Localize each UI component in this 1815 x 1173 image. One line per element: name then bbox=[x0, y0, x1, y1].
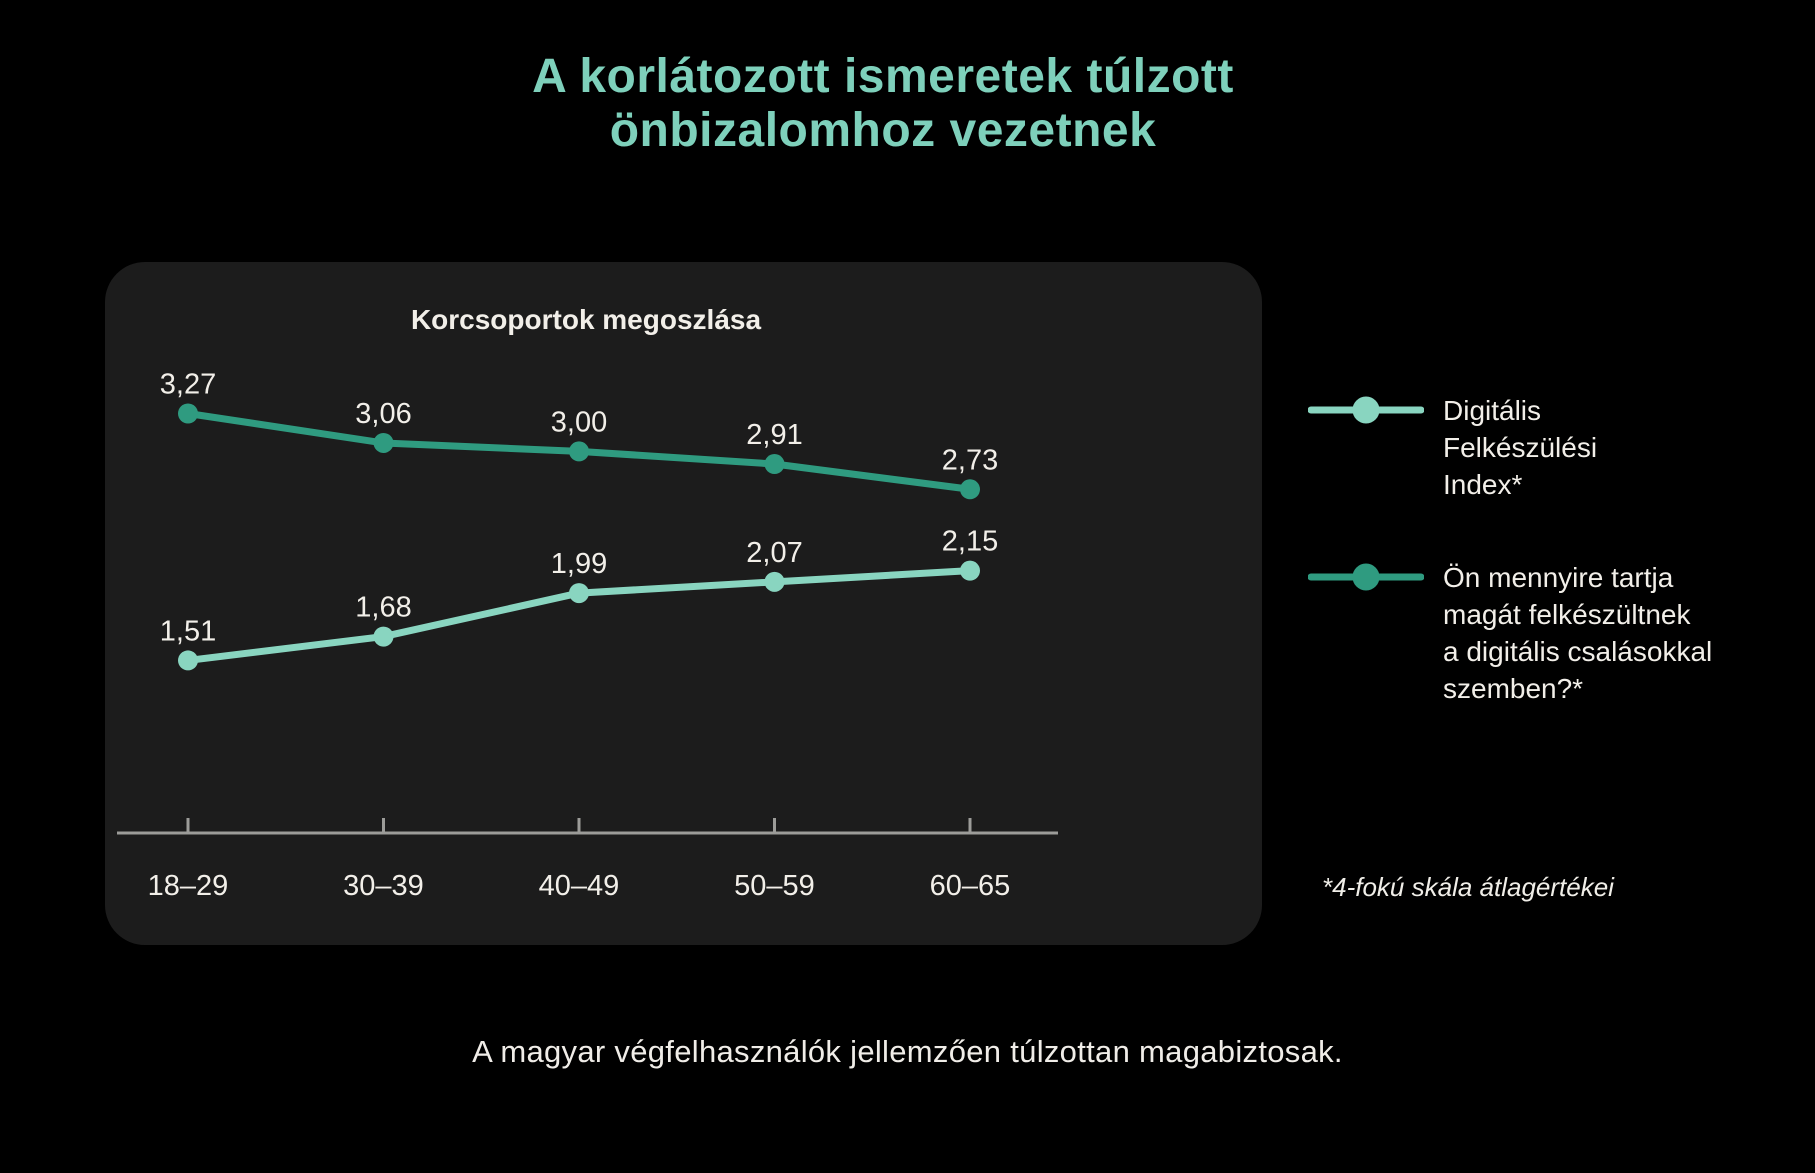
legend-marker-icon bbox=[1308, 396, 1424, 424]
legend-marker-icon bbox=[1308, 563, 1424, 591]
data-point bbox=[178, 403, 198, 424]
data-point-label: 2,91 bbox=[746, 419, 802, 451]
data-point-label: 2,07 bbox=[746, 537, 802, 569]
data-point bbox=[960, 560, 980, 581]
data-point bbox=[764, 454, 785, 475]
chart-legend: Digitális Felkészülési Index* Ön mennyir… bbox=[1308, 392, 1728, 707]
x-axis-label: 50–59 bbox=[734, 870, 815, 902]
x-axis-label: 60–65 bbox=[930, 870, 1011, 902]
data-point-label: 3,06 bbox=[355, 398, 411, 430]
legend-item: Digitális Felkészülési Index* bbox=[1308, 392, 1728, 503]
data-point bbox=[373, 626, 394, 647]
data-point-label: 1,68 bbox=[355, 592, 411, 624]
data-point-label: 1,51 bbox=[160, 615, 216, 647]
data-point bbox=[569, 583, 589, 604]
legend-label: Digitális Felkészülési Index* bbox=[1443, 395, 1598, 500]
legend-item: Ön mennyire tartja magát felkészültnek a… bbox=[1308, 559, 1728, 707]
data-point-label: 2,15 bbox=[942, 526, 998, 558]
data-point-label: 2,73 bbox=[942, 444, 998, 476]
data-point bbox=[373, 432, 394, 453]
age-line-chart: 18–29 30–39 40–49 50–59 60–65 3,27 3,06 3,00 2,9… bbox=[117, 369, 1058, 902]
data-point-label: 1,99 bbox=[551, 548, 607, 580]
data-point bbox=[569, 441, 589, 462]
scale-footnote: *4-fokú skála átlagértékei bbox=[1322, 872, 1614, 902]
x-axis-label: 18–29 bbox=[148, 870, 229, 902]
chart-title: Korcsoportok megoszlása bbox=[410, 304, 762, 335]
page-title: A korlátozott ismeretek túlzott önbizalo… bbox=[532, 50, 1234, 157]
chart-card: 18–29 30–39 40–49 50–59 60–65 3,27 3,06 3,00 2,9… bbox=[105, 262, 1262, 945]
data-point bbox=[764, 571, 785, 592]
data-point bbox=[960, 479, 980, 500]
x-axis-label: 40–49 bbox=[539, 870, 620, 902]
legend-label: Ön mennyire tartja magát felkészültnek a… bbox=[1443, 562, 1713, 704]
x-axis-label: 30–39 bbox=[343, 870, 424, 902]
data-point bbox=[178, 650, 198, 671]
data-point-label: 3,27 bbox=[160, 369, 216, 401]
bottom-caption: A magyar végfelhasználók jellemzően túlz… bbox=[472, 1034, 1343, 1069]
data-point-label: 3,00 bbox=[551, 406, 607, 438]
